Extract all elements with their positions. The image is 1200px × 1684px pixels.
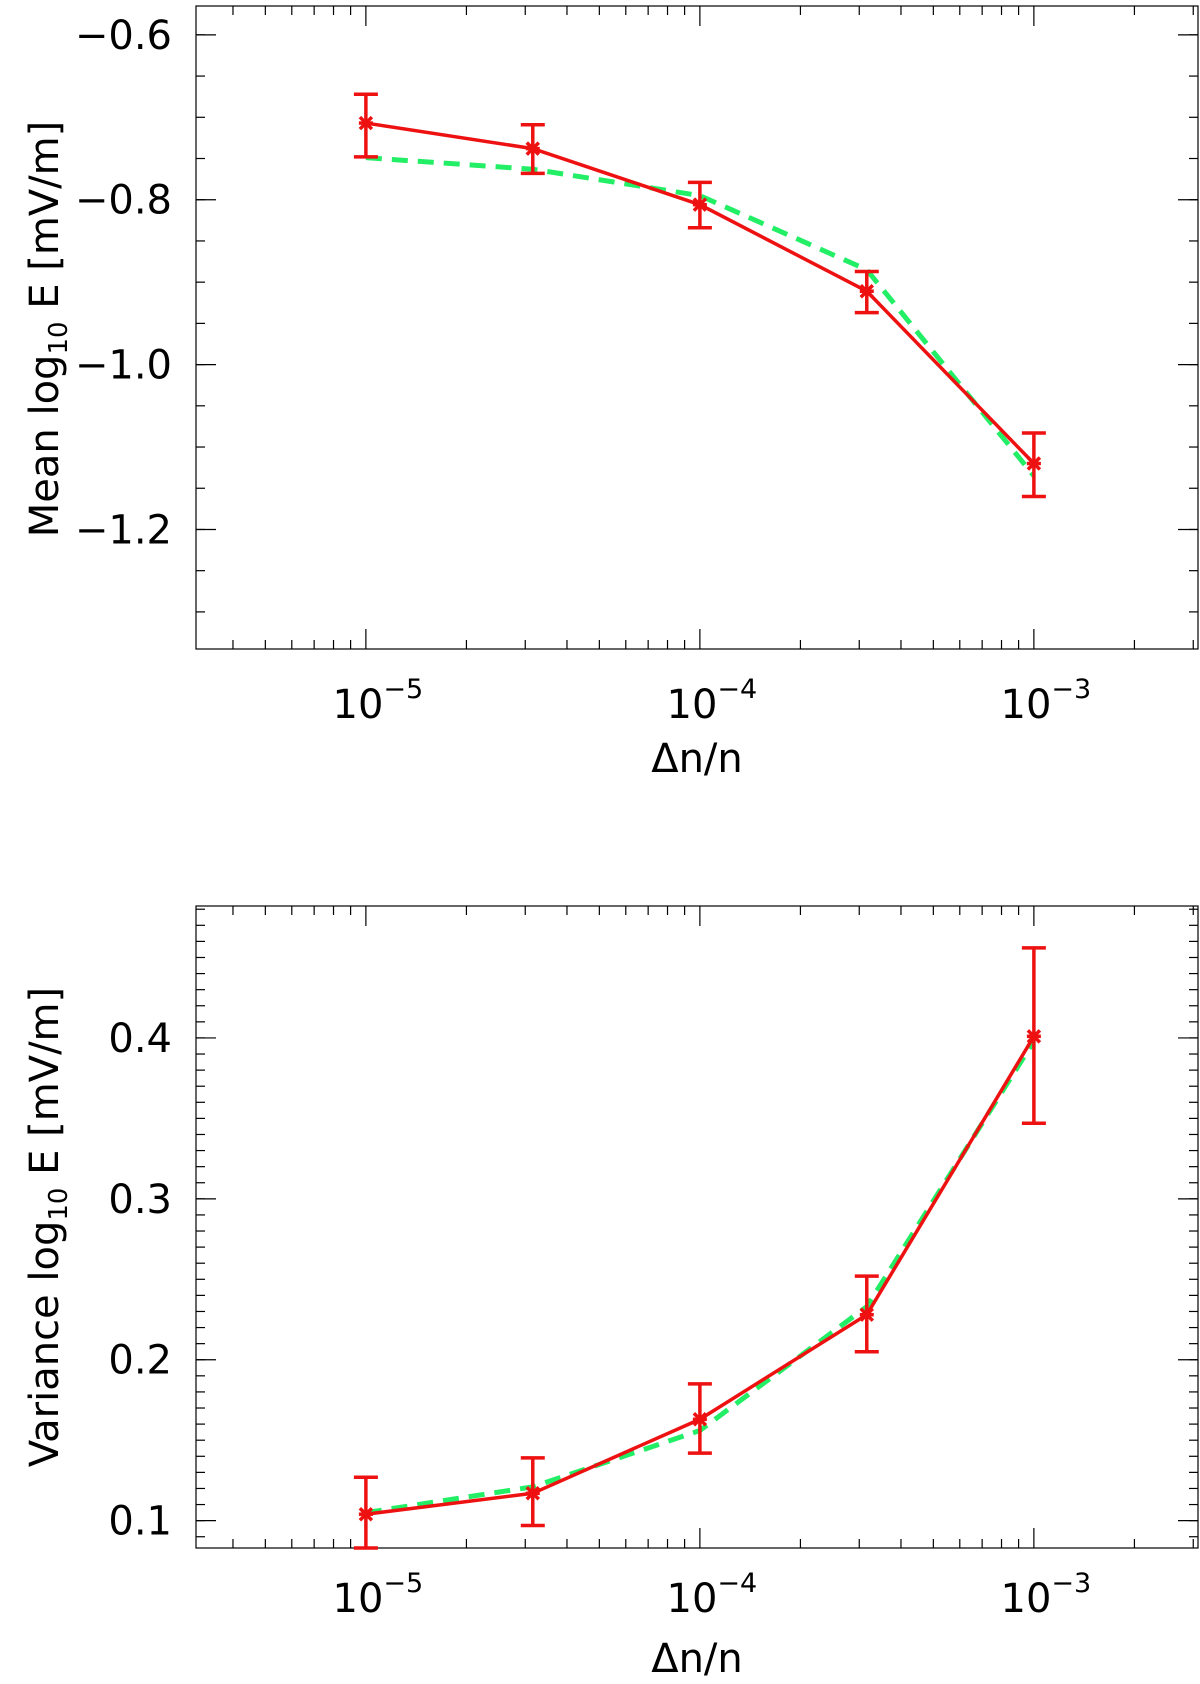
data-point xyxy=(692,197,708,212)
model-line xyxy=(365,155,1036,478)
x-tick-label: 10−3 xyxy=(1001,1568,1092,1622)
y-axis-ticks: −0.6 −0.8 −1.0 −1.2 xyxy=(75,13,1198,553)
y-tick-label: 0.2 xyxy=(108,1338,172,1384)
data-point xyxy=(358,1506,374,1522)
data-point xyxy=(692,1412,708,1427)
data-point xyxy=(1026,1029,1042,1044)
x-tick-base: 10 xyxy=(667,682,718,728)
x-tick-label: 10−4 xyxy=(667,674,758,728)
y-axis-ticks: 0.1 0.2 0.3 0.4 xyxy=(108,1016,1198,1545)
data-point xyxy=(525,141,541,156)
model-series xyxy=(365,155,1036,478)
y-tick-label: −0.6 xyxy=(75,13,172,59)
y-tick-label: −0.8 xyxy=(75,178,172,224)
data-point xyxy=(525,1486,541,1501)
x-tick-label: 10−4 xyxy=(667,1568,758,1622)
x-tick-exponent: −3 xyxy=(1051,1568,1091,1599)
data-point xyxy=(859,283,875,299)
y-tick-label: 0.1 xyxy=(108,1499,172,1545)
plot-frame xyxy=(195,905,1199,1549)
y-minor-ticks xyxy=(196,908,1198,1538)
x-tick-label: 10−5 xyxy=(333,674,424,728)
data-markers xyxy=(358,1029,1042,1522)
y-axis-label: Variance log10 E [mV/m] xyxy=(22,987,74,1467)
x-tick-exponent: −3 xyxy=(1051,674,1091,705)
y-tick-label: 0.3 xyxy=(108,1177,172,1223)
y-axis-label-unit: E [mV/m] xyxy=(22,987,68,1188)
error-bars xyxy=(353,92,1046,499)
error-bars xyxy=(353,946,1046,1550)
data-markers xyxy=(358,115,1042,471)
y-axis-label-subscript: 10 xyxy=(44,1188,74,1221)
x-tick-label: 10−3 xyxy=(1001,674,1092,728)
y-axis-label-main: Variance log xyxy=(22,1221,68,1467)
x-tick-exponent: −4 xyxy=(717,1568,757,1599)
y-axis-label: Mean log10 E [mV/m] xyxy=(22,121,74,537)
data-point xyxy=(1026,456,1042,471)
y-tick-label: 0.4 xyxy=(108,1016,172,1062)
data-point xyxy=(859,1307,875,1322)
mean-chart-panel: −0.6−0.8−1.0−1.2 10−5 10−4 10−3 Δn/n Mean … xyxy=(22,5,1199,782)
data-point xyxy=(358,115,374,131)
x-tick-base: 10 xyxy=(1001,1576,1052,1622)
y-tick-label: −1.2 xyxy=(75,507,172,553)
x-tick-exponent: −5 xyxy=(383,1568,423,1599)
y-axis-label-subscript: 10 xyxy=(44,321,74,354)
x-tick-base: 10 xyxy=(667,1576,718,1622)
x-tick-exponent: −4 xyxy=(717,674,757,705)
x-tick-base: 10 xyxy=(333,1576,384,1622)
x-minor-ticks xyxy=(232,6,1194,649)
y-tick-label: −1.0 xyxy=(75,343,172,389)
x-axis-label: Δn/n xyxy=(651,1636,743,1682)
x-axis-ticks: 10−5 10−4 10−3 xyxy=(333,906,1092,1622)
plot-frame xyxy=(195,5,1199,650)
y-axis-label-unit: E [mV/m] xyxy=(22,121,68,322)
data-series xyxy=(353,92,1046,499)
data-series xyxy=(353,946,1046,1550)
y-axis-label-main: Mean log xyxy=(22,355,68,538)
x-axis-label: Δn/n xyxy=(651,736,743,782)
x-axis-ticks: 10−5 10−4 10−3 xyxy=(333,6,1092,728)
x-tick-base: 10 xyxy=(333,682,384,728)
x-minor-ticks xyxy=(232,906,1194,1548)
x-tick-base: 10 xyxy=(1001,682,1052,728)
x-tick-exponent: −5 xyxy=(383,674,423,705)
x-tick-label: 10−5 xyxy=(333,1568,424,1622)
y-minor-ticks xyxy=(196,34,1198,613)
data-line xyxy=(365,121,1036,465)
variance-chart-panel: 0.10.20.30.4 10−5 10−4 10−3 Δn/n Variance … xyxy=(22,905,1199,1682)
